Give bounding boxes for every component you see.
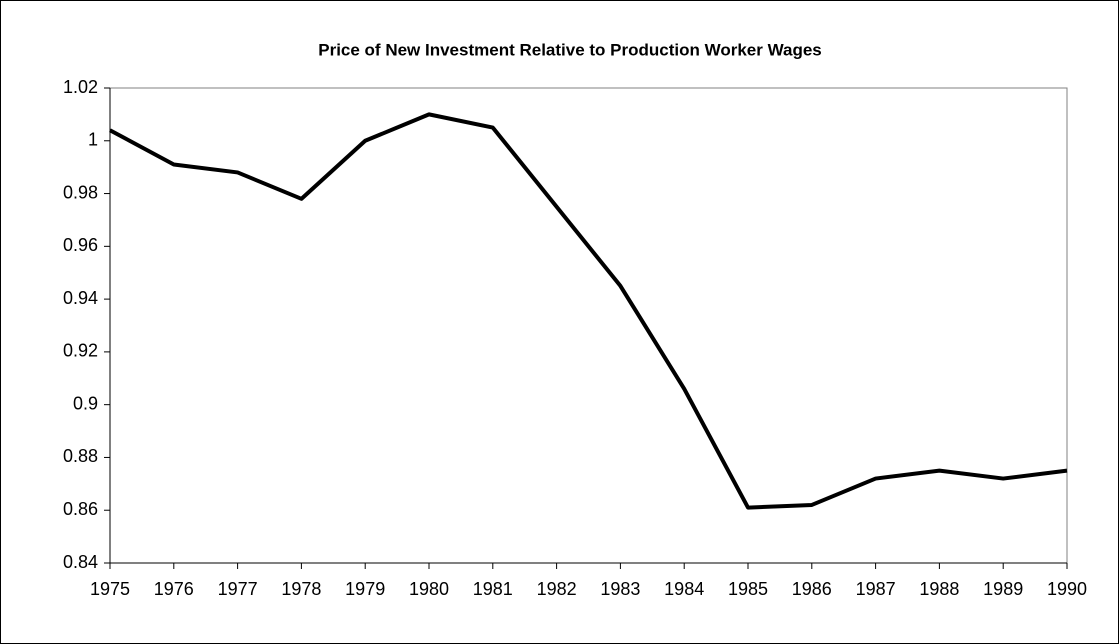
y-tick-label: 0.9: [73, 393, 98, 413]
y-tick-label: 1: [88, 130, 98, 150]
x-tick-label: 1982: [537, 579, 577, 599]
x-tick-label: 1984: [664, 579, 704, 599]
x-tick-label: 1978: [281, 579, 321, 599]
y-tick-label: 0.88: [63, 446, 98, 466]
x-tick-label: 1990: [1047, 579, 1087, 599]
x-tick-label: 1980: [409, 579, 449, 599]
x-tick-label: 1985: [728, 579, 768, 599]
y-tick-label: 0.94: [63, 288, 98, 308]
x-tick-label: 1986: [792, 579, 832, 599]
x-tick-label: 1975: [90, 579, 130, 599]
y-tick-label: 0.96: [63, 235, 98, 255]
y-tick-label: 0.92: [63, 341, 98, 361]
x-tick-label: 1977: [218, 579, 258, 599]
y-tick-label: 0.98: [63, 182, 98, 202]
x-tick-label: 1988: [919, 579, 959, 599]
x-tick-label: 1989: [983, 579, 1023, 599]
y-tick-label: 0.84: [63, 552, 98, 572]
x-tick-label: 1976: [154, 579, 194, 599]
y-tick-label: 1.02: [63, 77, 98, 97]
series-line: [109, 112, 1068, 510]
x-tick-label: 1983: [600, 579, 640, 599]
chart-title: Price of New Investment Relative to Prod…: [318, 40, 822, 59]
x-tick-label: 1987: [856, 579, 896, 599]
x-tick-label: 1979: [345, 579, 385, 599]
x-tick-label: 1981: [473, 579, 513, 599]
y-tick-label: 0.86: [63, 499, 98, 519]
